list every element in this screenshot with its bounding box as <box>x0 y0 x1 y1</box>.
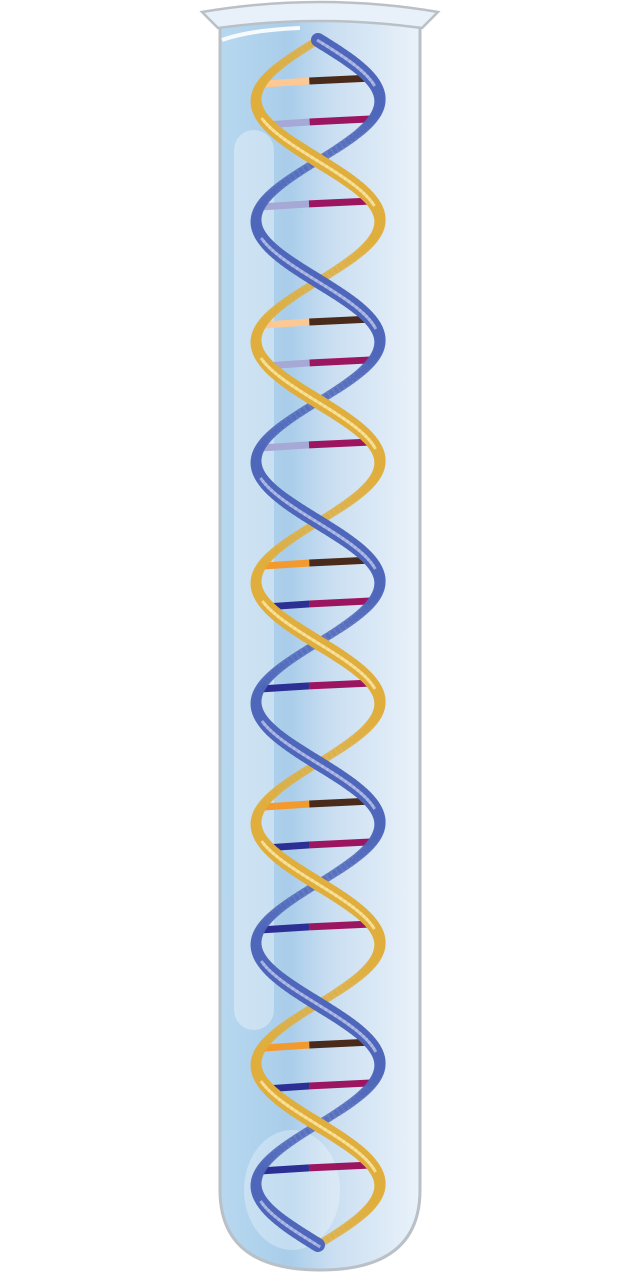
base-left <box>263 77 310 88</box>
base-right <box>308 197 375 208</box>
dna-double-helix <box>250 33 386 1252</box>
base-right <box>308 1161 375 1172</box>
base-left <box>261 923 310 934</box>
base-left <box>261 1164 310 1175</box>
strand-sheen <box>371 1167 377 1173</box>
strand-sheen <box>371 684 377 690</box>
base-left <box>261 200 310 211</box>
strand-sheen <box>370 804 377 810</box>
base-left <box>263 318 310 329</box>
strand-sheen <box>312 1241 322 1249</box>
strand-sheen <box>371 564 377 570</box>
strand-sheen <box>370 924 376 930</box>
base-left <box>263 800 310 811</box>
base-right <box>309 597 371 608</box>
strand-sheen <box>372 324 378 330</box>
helix-strands <box>250 33 386 1252</box>
base-right <box>308 438 375 449</box>
strand-sheen <box>372 1047 378 1053</box>
base-left <box>263 1041 310 1052</box>
strand-sheen <box>370 201 376 207</box>
base-left <box>261 682 310 693</box>
strand-sheen <box>370 81 377 87</box>
base-right <box>309 1079 371 1090</box>
base-right <box>308 920 375 931</box>
base-right <box>309 356 371 367</box>
rim-shine <box>221 26 301 42</box>
strand-sheen <box>371 444 377 450</box>
base-right <box>309 115 371 126</box>
base-left <box>261 441 310 452</box>
base-left <box>263 559 310 570</box>
base-right <box>309 838 371 849</box>
tube-rim <box>199 0 441 30</box>
base-right <box>308 679 375 690</box>
